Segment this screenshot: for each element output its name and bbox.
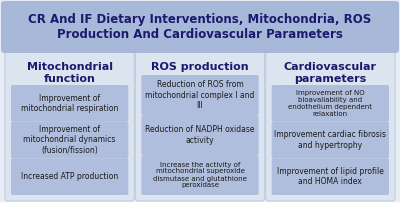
Text: Improvement of
mitochondrial respiration: Improvement of mitochondrial respiration [21,94,118,113]
FancyBboxPatch shape [11,158,128,195]
Text: Improvement cardiac fibrosis
and hypertrophy: Improvement cardiac fibrosis and hypertr… [274,130,386,150]
FancyBboxPatch shape [141,155,259,195]
FancyBboxPatch shape [266,52,395,201]
Text: Increase the activity of
mitochondrial superoxide
dismutase and glutathione
pero: Increase the activity of mitochondrial s… [153,162,247,188]
Text: Improvement of lipid profile
and HOMA index: Improvement of lipid profile and HOMA in… [277,167,384,186]
Text: Improvement of NO
bioavailability and
endothelium dependent
relaxation: Improvement of NO bioavailability and en… [288,90,372,117]
Text: Reduction of ROS from
mitochondrial complex I and
III: Reduction of ROS from mitochondrial comp… [145,80,255,110]
FancyBboxPatch shape [272,158,389,195]
Text: Increased ATP production: Increased ATP production [21,172,118,181]
FancyBboxPatch shape [11,122,128,158]
Text: CR And IF Dietary Interventions, Mitochondria, ROS
Production And Cardiovascular: CR And IF Dietary Interventions, Mitocho… [28,13,372,41]
FancyBboxPatch shape [141,75,259,115]
FancyBboxPatch shape [135,52,265,201]
Text: Cardiovascular
parameters: Cardiovascular parameters [284,62,377,84]
Text: Reduction of NADPH oxidase
activity: Reduction of NADPH oxidase activity [145,125,255,145]
Text: ROS production: ROS production [151,62,249,72]
FancyBboxPatch shape [1,1,399,53]
Text: Mitochondrial
function: Mitochondrial function [27,62,113,84]
FancyBboxPatch shape [141,115,259,155]
FancyBboxPatch shape [11,85,128,122]
Text: Improvement of
mitochondrial dynamics
(fusion/fission): Improvement of mitochondrial dynamics (f… [24,125,116,155]
FancyBboxPatch shape [5,52,134,201]
FancyBboxPatch shape [272,85,389,122]
FancyBboxPatch shape [272,122,389,158]
